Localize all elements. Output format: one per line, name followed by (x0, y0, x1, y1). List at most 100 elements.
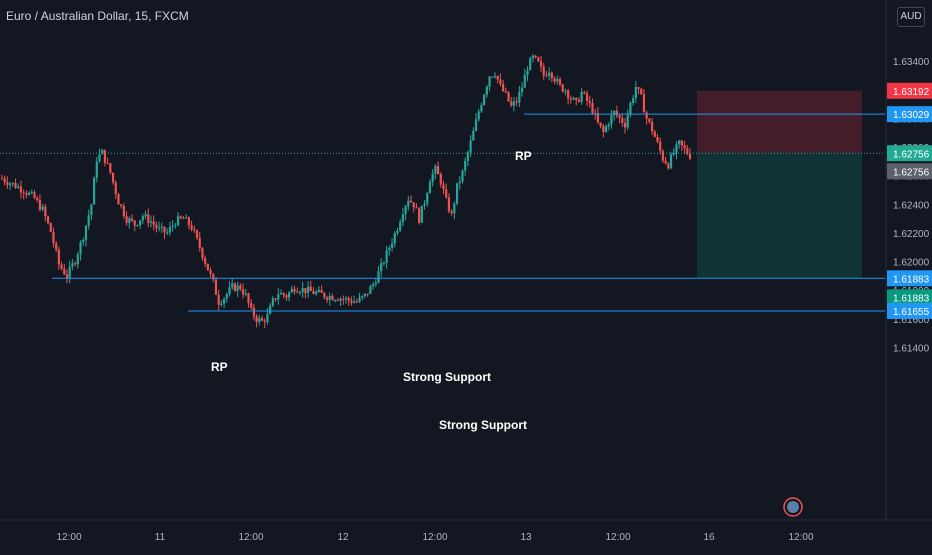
candle (390, 238, 394, 252)
candle (90, 203, 93, 221)
candle-body (634, 87, 637, 99)
price-tag: 1.61883 (887, 270, 932, 287)
candle (591, 98, 594, 115)
candle-body (640, 88, 643, 95)
candle (33, 190, 36, 200)
candle (629, 101, 632, 118)
candle-body (225, 294, 228, 299)
candle (147, 208, 150, 228)
candle-body (136, 225, 139, 227)
candle (491, 76, 494, 78)
candle (258, 314, 261, 326)
candle (260, 315, 264, 322)
candle-body (320, 289, 323, 293)
candle (19, 180, 23, 199)
candle (407, 196, 410, 211)
candle-body (30, 192, 33, 194)
candle (158, 221, 161, 232)
candle (520, 82, 524, 97)
candle-body (591, 103, 594, 114)
candle (250, 299, 253, 310)
currency-button[interactable]: AUD (897, 7, 925, 27)
candle-body (166, 232, 169, 234)
candle-body (44, 206, 47, 217)
candle (315, 289, 318, 296)
candle-body (358, 297, 361, 302)
candle-body (160, 226, 163, 228)
candle-body (678, 140, 681, 145)
candle (418, 207, 421, 225)
candle-body (607, 124, 610, 127)
candle (9, 181, 12, 190)
candle (431, 169, 434, 187)
candle (17, 183, 20, 190)
candle-body (618, 115, 621, 118)
candle-body (282, 293, 285, 296)
candle-body (542, 66, 545, 76)
candle-body (239, 285, 242, 290)
candle-body (596, 113, 600, 123)
price-tag: 1.63029 (887, 106, 932, 123)
candle-body (74, 263, 77, 265)
candle-body (355, 301, 358, 303)
candle (293, 285, 296, 295)
candle (0, 174, 4, 180)
candle (247, 292, 250, 308)
candle (344, 295, 348, 304)
candle-body (298, 292, 302, 294)
candle-body (656, 137, 659, 142)
candle-body (434, 166, 437, 174)
candle (382, 260, 386, 266)
candle (252, 304, 256, 321)
candle-body (485, 86, 488, 95)
candle (277, 288, 280, 305)
candle (510, 97, 513, 107)
candle (212, 273, 215, 283)
candle-body (301, 288, 304, 293)
candle (120, 203, 123, 209)
candle-body (147, 214, 150, 223)
candle (358, 292, 361, 303)
candle-body (428, 181, 432, 194)
candle (185, 214, 188, 219)
candle (575, 97, 578, 106)
candle-body (27, 192, 31, 195)
candle-body (632, 98, 635, 103)
candle (583, 90, 586, 95)
candle (656, 133, 659, 144)
price-tag-label: 1.62756 (893, 167, 930, 178)
candle (187, 216, 190, 230)
candle-body (464, 160, 467, 171)
candle-body (288, 292, 291, 298)
candle (683, 140, 686, 155)
candle-body (122, 206, 125, 217)
candle-body (176, 216, 180, 226)
candle-body (185, 217, 188, 219)
candle (667, 161, 670, 170)
candle (572, 96, 575, 101)
candle-body (664, 160, 667, 164)
price-tag-label: 1.61883 (893, 293, 930, 304)
x-axis-tick-label: 16 (703, 532, 715, 543)
candle (515, 97, 518, 107)
candle-body (201, 247, 204, 258)
candle-body (390, 243, 394, 248)
y-axis-tick-label: 1.62400 (893, 200, 930, 211)
candle (442, 180, 445, 195)
candle-body (488, 76, 491, 87)
event-marker (783, 497, 803, 517)
candle (309, 280, 312, 292)
candle-body (98, 154, 101, 162)
candle-body (350, 300, 353, 303)
candle (607, 122, 610, 131)
candle-body (296, 291, 299, 293)
price-tag-label: 1.63192 (893, 87, 930, 98)
candle (529, 56, 532, 71)
candle-body (193, 229, 196, 231)
candle (95, 156, 98, 183)
candle (567, 89, 570, 105)
candle (466, 150, 469, 167)
candle (46, 215, 50, 225)
candle (55, 241, 58, 253)
